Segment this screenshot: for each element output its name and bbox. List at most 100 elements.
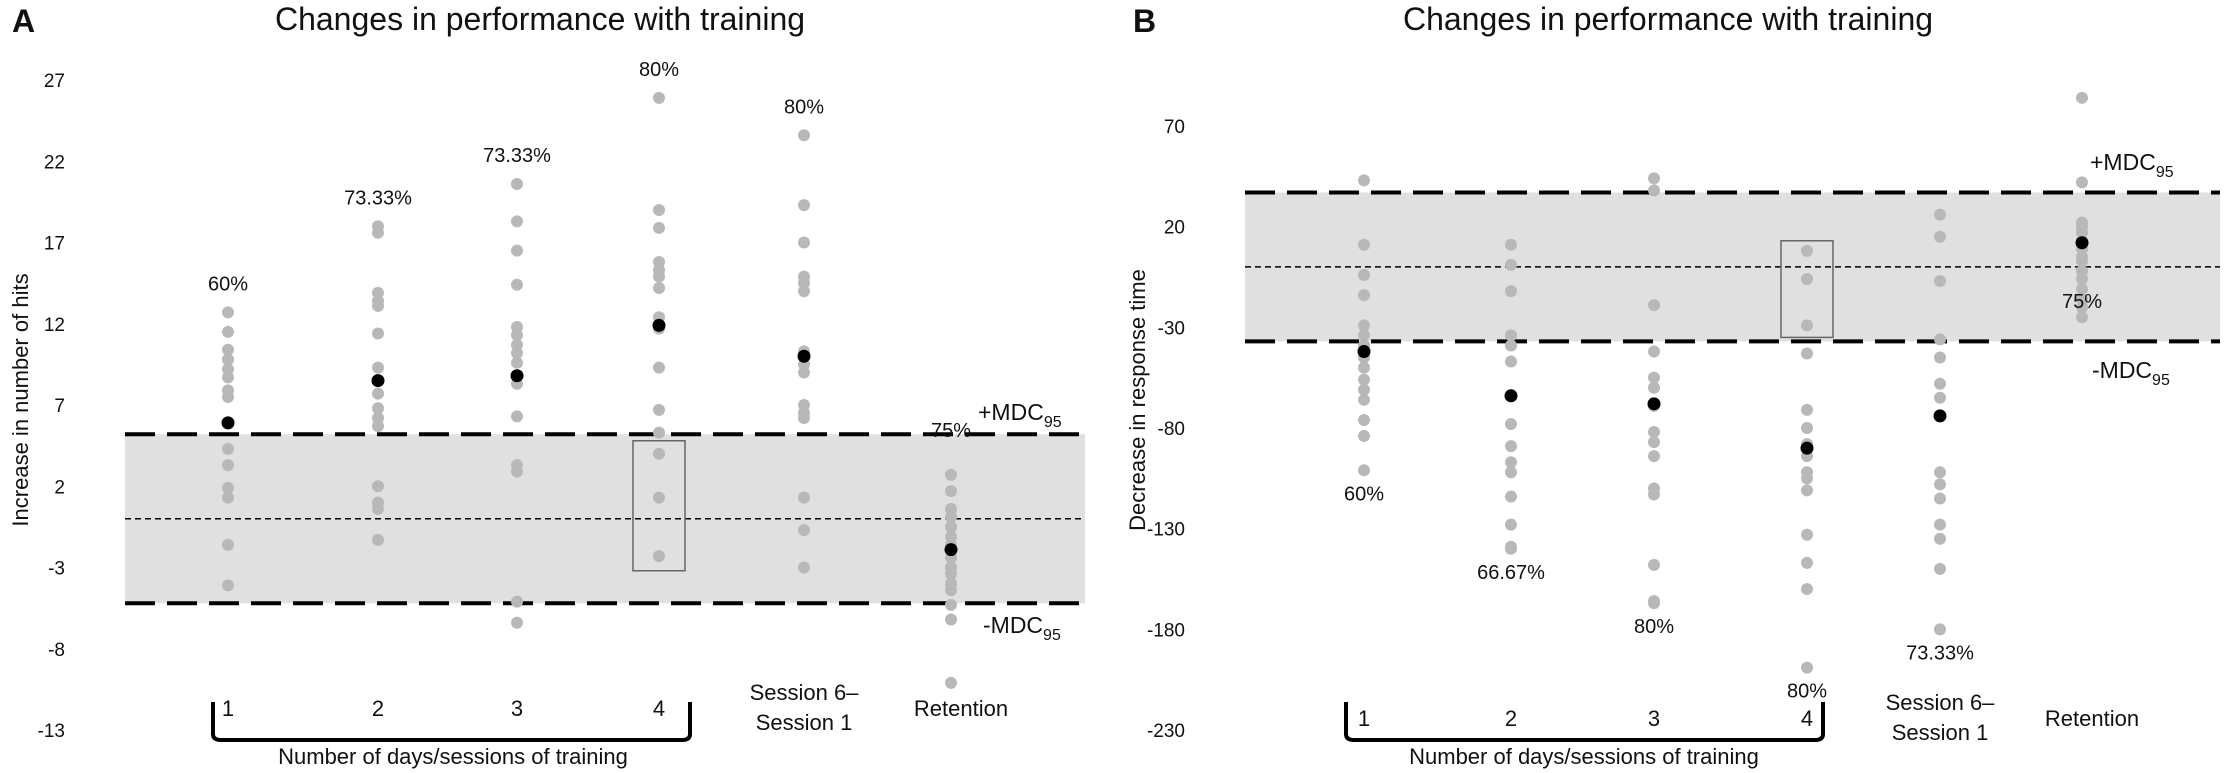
category-label-line: Session 1	[756, 710, 853, 735]
individual-point	[1358, 383, 1370, 396]
category-group: 80% 3	[1634, 172, 1674, 731]
individual-point	[2076, 273, 2088, 286]
training-bracket	[211, 702, 692, 742]
percent-label: 60%	[208, 273, 248, 295]
individual-point	[798, 561, 810, 574]
individual-point	[1801, 422, 1813, 434]
category-group: 73.33% 2	[344, 187, 412, 721]
individual-point	[511, 410, 523, 423]
individual-point	[1801, 583, 1813, 596]
individual-point	[372, 402, 384, 415]
individual-point	[653, 447, 665, 460]
individual-point	[1648, 597, 1660, 610]
individual-point	[1648, 436, 1660, 449]
individual-point	[372, 387, 384, 400]
individual-point	[798, 491, 810, 504]
individual-point	[511, 347, 523, 359]
individual-point	[653, 361, 665, 374]
individual-point	[1648, 299, 1660, 312]
individual-point	[1505, 456, 1517, 469]
individual-point	[798, 236, 810, 249]
y-tick-label: -180	[1147, 620, 1185, 641]
individual-point	[222, 343, 234, 356]
category-group: 75% Retention	[2045, 91, 2139, 731]
individual-point	[1358, 430, 1370, 443]
mean-point	[1933, 409, 1947, 423]
mdc-plus-subscript: 95	[1044, 414, 1062, 431]
individual-point	[945, 676, 957, 689]
panel-letter: B	[1133, 3, 1156, 39]
individual-point	[1801, 484, 1813, 497]
individual-point	[945, 468, 957, 481]
mean-point	[944, 543, 958, 557]
y-tick-label: 70	[1164, 117, 1185, 138]
individual-point	[798, 199, 810, 212]
percent-label: 73.33%	[344, 187, 412, 209]
individual-point	[1934, 275, 1946, 288]
y-tick-label: 2	[54, 477, 65, 498]
individual-point	[1358, 289, 1370, 302]
y-tick-label: 17	[44, 234, 65, 255]
individual-point	[1648, 345, 1660, 358]
y-axis-title: Decrease in response time	[1125, 269, 1150, 531]
x-axis-title: Number of days/sessions of training	[1409, 744, 1759, 769]
category-label: 3	[1648, 706, 1660, 731]
individual-point	[222, 390, 234, 403]
category-group: 60% 1	[1344, 174, 1384, 731]
individual-point	[222, 481, 234, 494]
individual-point	[1934, 391, 1946, 404]
mdc-minus-label: -MDC95	[2092, 357, 2170, 389]
individual-point	[1505, 518, 1517, 531]
individual-point	[798, 412, 810, 424]
individual-point	[945, 511, 957, 524]
individual-point	[1505, 238, 1517, 251]
percent-label: 60%	[1344, 483, 1384, 505]
individual-point	[511, 465, 523, 478]
individual-point	[1934, 562, 1946, 575]
y-tick-label: 20	[1164, 218, 1185, 239]
mdc-minus-subscript: 95	[1043, 627, 1061, 644]
individual-point	[1505, 466, 1517, 479]
individual-point	[511, 595, 523, 608]
individual-point	[1801, 556, 1813, 569]
category-group: 80% 4	[639, 59, 679, 721]
individual-point	[653, 282, 665, 294]
mean-point	[797, 349, 811, 363]
mean-point	[1504, 389, 1518, 403]
individual-point	[1358, 361, 1370, 374]
individual-point	[1505, 417, 1517, 430]
individual-point	[511, 244, 523, 257]
chart-title: Changes in performance with training	[275, 1, 805, 37]
individual-point	[945, 584, 957, 597]
individual-point	[1358, 174, 1370, 187]
y-tick-label: -130	[1147, 520, 1185, 541]
individual-point	[1648, 488, 1660, 501]
individual-point	[1648, 381, 1660, 394]
individual-point	[653, 270, 665, 283]
individual-point	[1801, 244, 1813, 257]
percent-label: 80%	[1787, 681, 1827, 703]
y-tick-label: -3	[48, 559, 65, 580]
individual-point	[1505, 339, 1517, 352]
percent-label: 73.33%	[1906, 642, 1974, 664]
category-group: 73.33% Session 6– Session 1	[1886, 208, 1995, 745]
individual-point	[222, 579, 234, 592]
category-label: Retention	[914, 696, 1008, 721]
individual-point	[1801, 347, 1813, 360]
individual-point	[1648, 184, 1660, 197]
category-group: 73.33% 3	[483, 145, 551, 721]
individual-point	[1934, 623, 1946, 636]
mean-point	[1357, 344, 1371, 358]
mean-point	[510, 369, 524, 383]
panel-letter: A	[12, 3, 35, 39]
individual-point	[1358, 268, 1370, 281]
y-tick-label: -30	[1158, 318, 1185, 339]
individual-point	[945, 613, 957, 626]
individual-point	[945, 598, 957, 611]
individual-point	[222, 353, 234, 366]
individual-point	[1934, 518, 1946, 531]
individual-point	[372, 327, 384, 340]
individual-point	[1934, 351, 1946, 364]
individual-point	[511, 329, 523, 342]
individual-point	[1358, 393, 1370, 406]
